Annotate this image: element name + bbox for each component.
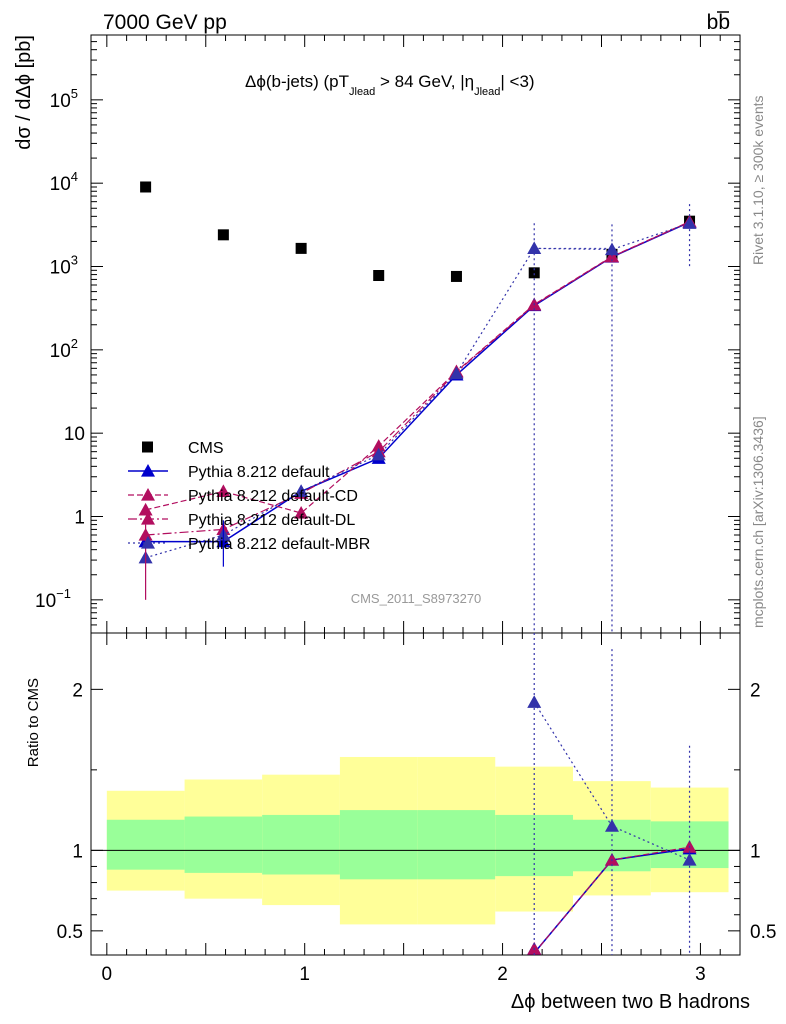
main-y-tick-label: 1 bbox=[74, 508, 85, 529]
series-point-cd bbox=[138, 502, 153, 516]
ratio-x-ticks: 0 1 2 3 bbox=[102, 633, 741, 985]
main-y-ticks: 10−1 1 10 102 103 104 105 bbox=[35, 34, 740, 626]
cms-data-point bbox=[528, 267, 540, 279]
series-point-mbr bbox=[604, 242, 619, 256]
ratio-band-inner bbox=[495, 814, 574, 877]
main-y-tick-label: 104 bbox=[50, 169, 78, 195]
x-tick-label: 2 bbox=[497, 964, 508, 985]
ratio-panel: 0.5 0.5 1 1 2 2 0 1 2 3 Ratio to CMS Δϕ between … bbox=[25, 632, 777, 1013]
legend-marker-cms bbox=[142, 441, 153, 453]
series-line-mbr bbox=[145, 222, 690, 559]
main-x-ticks bbox=[106, 35, 741, 633]
x-axis-label: Δϕ between two B hadrons bbox=[511, 991, 750, 1013]
main-y-tick-label: 10−1 bbox=[35, 586, 71, 612]
series-line-cd bbox=[145, 221, 690, 514]
ratio-band-inner bbox=[106, 819, 185, 870]
ratio-y-tick-label: 2 bbox=[72, 680, 83, 701]
ratio-frame bbox=[90, 632, 741, 956]
series-point-cd bbox=[216, 484, 231, 498]
process-label: bb bbox=[707, 11, 730, 34]
series-line-dl bbox=[145, 221, 690, 536]
legend-marker-mbr bbox=[141, 536, 155, 549]
ratio-band-inner bbox=[417, 810, 496, 880]
x-tick-label: 1 bbox=[299, 964, 310, 985]
legend-label: Pythia 8.212 default-CD bbox=[188, 488, 358, 505]
cms-data-point bbox=[295, 242, 307, 254]
main-y-tick-label: 102 bbox=[50, 336, 78, 362]
ratio-series bbox=[527, 633, 697, 955]
chart-title: Δϕ(b-jets) (pTJlead > 84 GeV, |ηJlead| <… bbox=[245, 72, 535, 98]
ratio-y-tick-label-right: 1 bbox=[750, 841, 761, 862]
cms-data-point bbox=[373, 270, 385, 282]
legend-marker-cd bbox=[141, 488, 155, 501]
mcplots-label: mcplots.cern.ch [arXiv:1306.3436] bbox=[750, 416, 766, 628]
main-y-tick-label: 105 bbox=[50, 86, 78, 112]
main-series bbox=[138, 181, 697, 633]
series-point-mbr bbox=[449, 366, 464, 380]
ratio-y-axis-label: Ratio to CMS bbox=[25, 678, 42, 767]
series-point-mbr bbox=[371, 447, 386, 461]
ratio-point-mbr bbox=[527, 695, 542, 708]
ratio-bands bbox=[106, 756, 729, 925]
series-point-mbr bbox=[527, 241, 542, 254]
ratio-y-tick-label-right: 0.5 bbox=[750, 922, 776, 943]
x-tick-label: 0 bbox=[102, 964, 113, 985]
ratio-y-tick-label-right: 2 bbox=[750, 680, 761, 701]
series-point-mbr bbox=[294, 484, 309, 498]
rivet-label: Rivet 3.1.10, ≥ 300k events bbox=[750, 95, 766, 265]
ratio-band-inner bbox=[262, 814, 340, 875]
main-y-axis-label: dσ / dΔϕ [pb] bbox=[13, 35, 35, 150]
legend-label: Pythia 8.212 default-DL bbox=[188, 512, 355, 529]
ratio-point-mbr bbox=[682, 853, 697, 866]
legend: CMS Pythia 8.212 default Pythia 8.212 defa… bbox=[128, 440, 370, 553]
legend-marker-dl bbox=[141, 512, 155, 525]
cms-data-point bbox=[217, 229, 229, 241]
legend-label: CMS bbox=[188, 440, 224, 457]
legend-label: Pythia 8.212 default-MBR bbox=[188, 536, 370, 553]
series-point-mbr bbox=[682, 216, 697, 229]
ratio-band-inner bbox=[184, 816, 263, 873]
legend-label: Pythia 8.212 default bbox=[188, 464, 330, 481]
beam-label: 7000 GeV pp bbox=[103, 11, 227, 34]
x-tick-label: 3 bbox=[695, 964, 706, 985]
ratio-y-tick-label: 0.5 bbox=[57, 922, 83, 943]
legend-marker-default bbox=[141, 464, 155, 477]
cms-data-point bbox=[450, 270, 462, 282]
main-y-tick-label: 103 bbox=[50, 253, 78, 279]
analysis-watermark: CMS_2011_S8973270 bbox=[351, 591, 482, 606]
cms-data-point bbox=[140, 181, 152, 193]
main-y-tick-label: 10 bbox=[64, 424, 85, 445]
ratio-y-tick-label: 1 bbox=[72, 841, 83, 862]
ratio-y-ticks: 0.5 0.5 1 1 2 2 bbox=[57, 680, 777, 943]
ratio-band-inner bbox=[339, 810, 418, 880]
main-panel: 10−1 1 10 102 103 104 105 Δϕ(b-jets) (pTJlead … bbox=[13, 34, 741, 634]
series-point-cd bbox=[294, 506, 309, 519]
